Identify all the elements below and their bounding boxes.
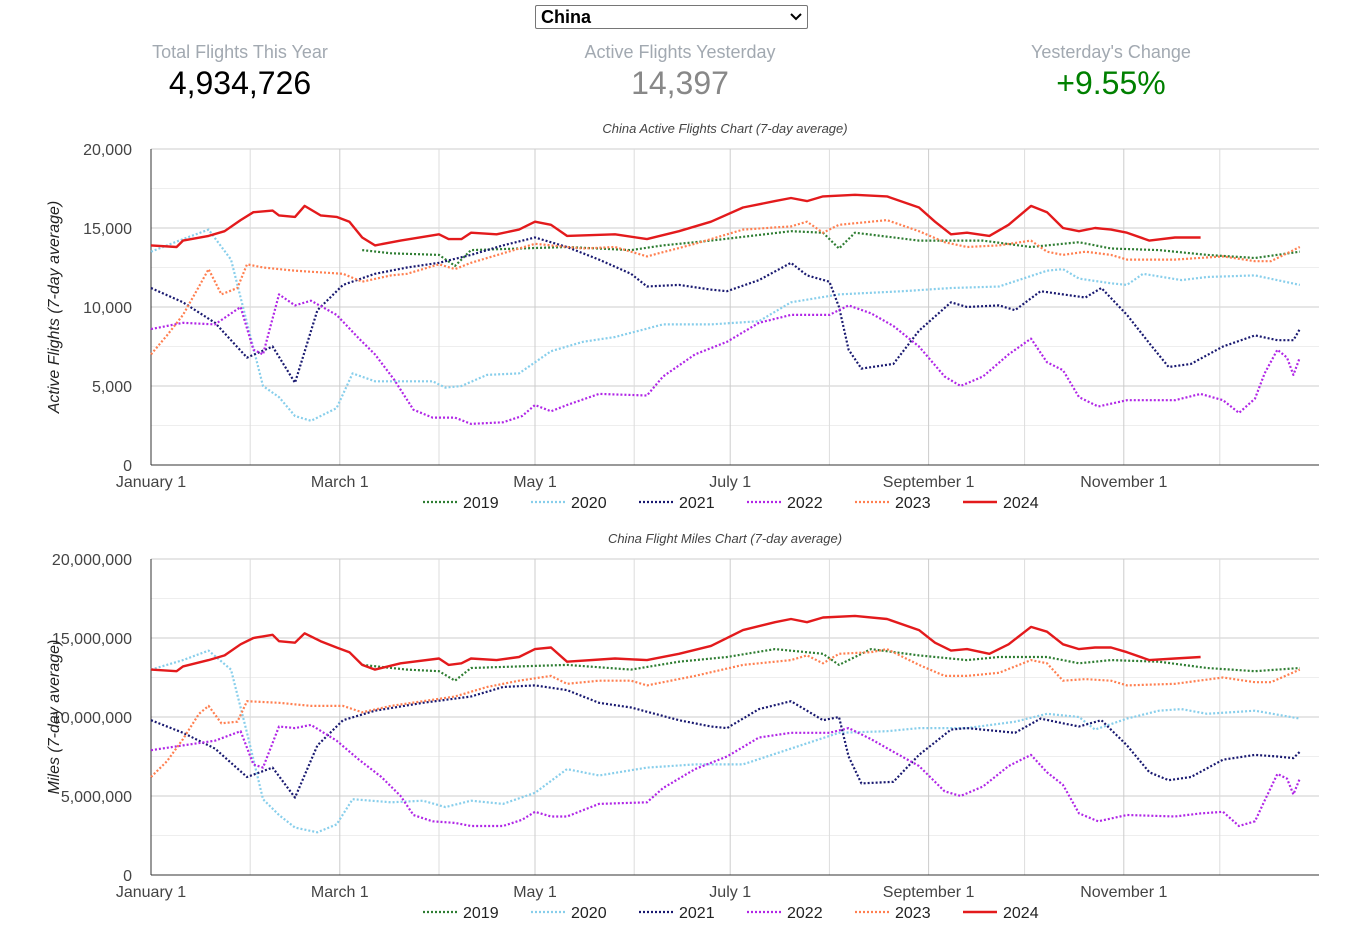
series-line-2023 xyxy=(150,218,1301,356)
legend-label-2022: 2022 xyxy=(787,905,823,922)
chart-title: China Flight Miles Chart (7-day average) xyxy=(608,531,842,546)
legend-label-2021: 2021 xyxy=(679,495,715,512)
series-line-2022 xyxy=(150,723,1301,828)
stat-label: Total Flights This Year xyxy=(152,42,328,62)
flight-miles-chart: China Flight Miles Chart (7-day average)… xyxy=(46,531,1319,922)
legend-label-2020: 2020 xyxy=(571,495,607,512)
total-flights-stat: Total Flights This Year 4,934,726 xyxy=(50,42,430,102)
x-tick-label: September 1 xyxy=(883,884,975,901)
y-tick-label: 10,000 xyxy=(83,300,132,317)
x-tick-label: May 1 xyxy=(513,474,557,491)
series-line-2022 xyxy=(150,293,1301,425)
stat-value: 14,397 xyxy=(631,65,729,101)
x-tick-label: November 1 xyxy=(1080,474,1167,491)
legend-label-2024: 2024 xyxy=(1003,905,1039,922)
x-tick-label: September 1 xyxy=(883,474,975,491)
series-line-2021 xyxy=(150,684,1301,799)
yesterday-change-stat: Yesterday's Change +9.55% xyxy=(921,42,1301,102)
active-flights-stat: Active Flights Yesterday 14,397 xyxy=(490,42,870,102)
stat-label: Yesterday's Change xyxy=(1031,42,1191,62)
series-line-2021 xyxy=(150,236,1301,384)
legend-label-2022: 2022 xyxy=(787,495,823,512)
legend-label-2024: 2024 xyxy=(1003,495,1039,512)
y-tick-label: 15,000,000 xyxy=(52,631,132,648)
y-tick-label: 0 xyxy=(123,868,132,885)
x-tick-label: November 1 xyxy=(1080,884,1167,901)
x-tick-label: January 1 xyxy=(116,474,186,491)
stat-value: 4,934,726 xyxy=(168,65,312,101)
y-tick-label: 20,000,000 xyxy=(52,552,132,569)
x-tick-label: July 1 xyxy=(709,884,751,901)
y-tick-label: 15,000 xyxy=(83,221,132,238)
y-axis-label: Miles (7-day average) xyxy=(46,640,63,795)
x-tick-label: March 1 xyxy=(311,474,369,491)
x-tick-label: March 1 xyxy=(311,884,369,901)
legend-label-2023: 2023 xyxy=(895,495,931,512)
active-flights-chart: China Active Flights Chart (7-day averag… xyxy=(46,121,1319,512)
series-line-2023 xyxy=(150,647,1301,778)
series-line-2019 xyxy=(362,647,1300,682)
legend-label-2023: 2023 xyxy=(895,905,931,922)
x-tick-label: January 1 xyxy=(116,884,186,901)
series-line-2020 xyxy=(150,228,1301,422)
y-tick-label: 10,000,000 xyxy=(52,710,132,727)
y-tick-label: 5,000,000 xyxy=(61,789,132,806)
legend-label-2019: 2019 xyxy=(463,495,499,512)
y-tick-label: 0 xyxy=(123,458,132,475)
stat-label: Active Flights Yesterday xyxy=(584,42,776,62)
series-line-2024 xyxy=(150,193,1201,249)
legend-label-2020: 2020 xyxy=(571,905,607,922)
legend-label-2019: 2019 xyxy=(463,905,499,922)
x-tick-label: July 1 xyxy=(709,474,751,491)
y-tick-label: 5,000 xyxy=(92,379,132,396)
x-tick-label: May 1 xyxy=(513,884,557,901)
y-axis-label: Active Flights (7-day average) xyxy=(46,201,63,415)
y-tick-label: 20,000 xyxy=(83,142,132,159)
series-line-2024 xyxy=(150,614,1201,673)
stat-value: +9.55% xyxy=(1056,65,1166,101)
country-select[interactable]: China xyxy=(535,5,808,29)
chevron-down-icon xyxy=(790,13,802,21)
legend-label-2021: 2021 xyxy=(679,905,715,922)
chart-title: China Active Flights Chart (7-day averag… xyxy=(602,121,847,136)
country-select-value: China xyxy=(541,7,592,27)
